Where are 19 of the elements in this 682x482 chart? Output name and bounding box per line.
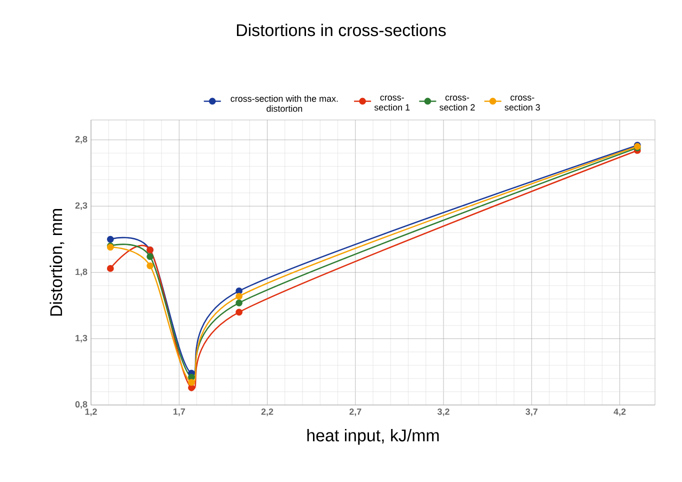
x-axis-title: heat input, kJ/mm — [307, 429, 439, 445]
x-tick-label: 4,2 — [614, 408, 626, 416]
legend-label: cross-section 1 — [374, 96, 410, 111]
x-tick-label: 2,2 — [261, 408, 274, 416]
x-tick-label: 3,7 — [526, 408, 538, 416]
legend-label: cross-section with the max. distortion — [230, 95, 338, 112]
chart-title: Distortions in cross-sections — [236, 24, 446, 36]
y-axis-title: Distortion, mm — [50, 209, 64, 316]
legend-label: cross-section 3 — [504, 96, 540, 111]
x-tick-label: 2,7 — [349, 408, 362, 416]
y-tick-label: 1,3 — [76, 334, 88, 343]
y-tick-label: 2,3 — [75, 202, 88, 210]
y-tick-label: 1,8 — [76, 268, 88, 276]
x-tick-label: 3,2 — [437, 408, 450, 416]
legend-label: cross-section 2 — [440, 96, 475, 111]
x-tick-label: 1,7 — [173, 408, 185, 416]
y-tick-label: 0,8 — [75, 401, 88, 409]
y-tick-label: 2,8 — [75, 136, 88, 144]
x-tick-label: 1,2 — [85, 408, 97, 416]
